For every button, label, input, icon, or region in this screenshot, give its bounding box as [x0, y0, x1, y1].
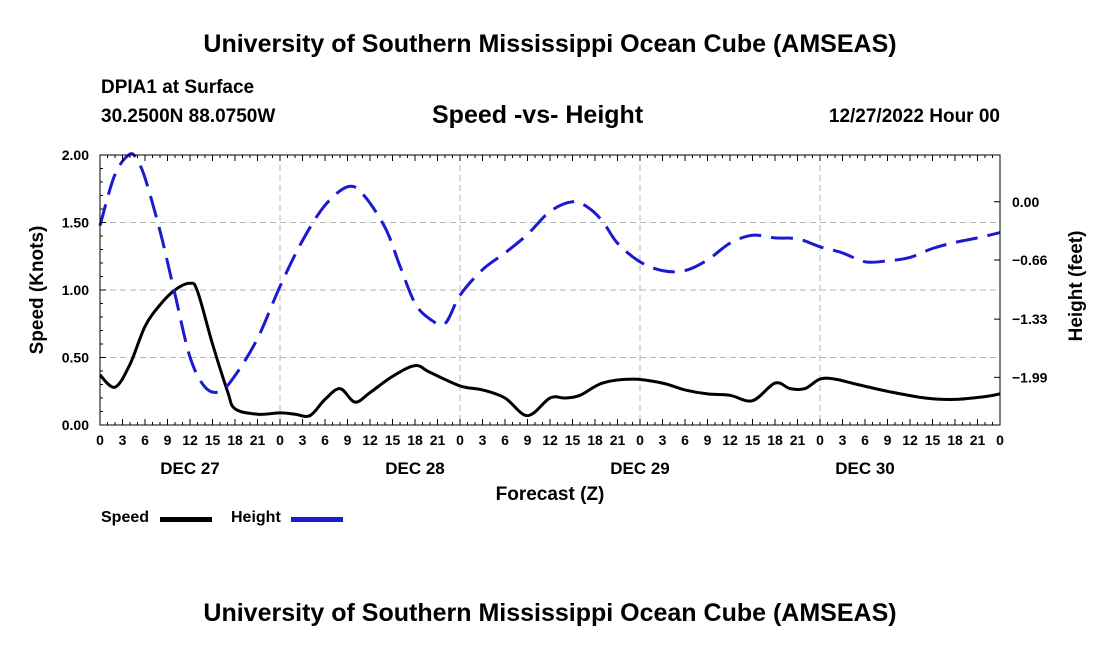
- legend-height-label: Height: [231, 509, 281, 526]
- date-label: DEC 29: [610, 459, 670, 478]
- x-tick-label: 15: [925, 432, 941, 448]
- y2-tick-label: 0.00: [1012, 194, 1039, 210]
- x-tick-label: 0: [456, 432, 464, 448]
- y-tick-label: 0.00: [62, 417, 89, 433]
- x-tick-label: 6: [321, 432, 329, 448]
- chart-main-title: University of Southern Mississippi Ocean…: [203, 30, 897, 58]
- legend-speed-label: Speed: [101, 509, 150, 526]
- x-tick-label: 12: [902, 432, 918, 448]
- x-tick-label: 18: [947, 432, 963, 448]
- x-tick-label: 21: [430, 432, 446, 448]
- run-date-label: 12/27/2022 Hour 00: [828, 106, 1000, 127]
- x-tick-label: 12: [542, 432, 558, 448]
- x-tick-label: 0: [636, 432, 644, 448]
- footer-title: University of Southern Mississippi Ocean…: [203, 599, 897, 627]
- x-tick-label: 9: [704, 432, 712, 448]
- x-tick-label: 15: [205, 432, 221, 448]
- x-tick-label: 3: [479, 432, 487, 448]
- legend-speed-swatch: [160, 517, 212, 522]
- legend-height-swatch: [291, 517, 343, 522]
- x-tick-label: 0: [816, 432, 824, 448]
- y2-axis-label: Height (feet): [1066, 231, 1087, 342]
- series-lines: [98, 152, 1001, 418]
- x-tick-label: 6: [861, 432, 869, 448]
- series-line-speed: [98, 281, 1001, 418]
- y2-tick-label: −0.66: [1012, 252, 1048, 268]
- x-tick-label: 18: [767, 432, 783, 448]
- x-tick-label: 15: [745, 432, 761, 448]
- x-tick-label: 6: [501, 432, 509, 448]
- series-line-height: [98, 152, 1001, 394]
- date-label: DEC 27: [160, 459, 220, 478]
- x-tick-label: 9: [884, 432, 892, 448]
- station-label: DPIA1 at Surface: [101, 77, 255, 98]
- x-tick-label: 9: [344, 432, 352, 448]
- x-tick-label: 21: [250, 432, 266, 448]
- x-tick-label: 0: [96, 432, 104, 448]
- x-tick-label: 15: [565, 432, 581, 448]
- y-tick-label: 1.00: [62, 282, 89, 298]
- x-tick-label: 12: [722, 432, 738, 448]
- x-tick-label: 9: [524, 432, 532, 448]
- x-tick-label: 0: [276, 432, 284, 448]
- x-tick-label: 3: [839, 432, 847, 448]
- x-tick-label: 18: [227, 432, 243, 448]
- x-tick-label: 6: [681, 432, 689, 448]
- axes: 0 3 6 9 12 15 18 21 0 3 6 9 12 15 18 21 0 3 6 9 12 15 18 21 0 3 6 9…: [62, 147, 1048, 478]
- x-tick-label: 21: [970, 432, 986, 448]
- y-tick-label: 0.50: [62, 350, 89, 366]
- date-label: DEC 30: [835, 459, 895, 478]
- x-tick-label: 21: [610, 432, 626, 448]
- y2-tick-label: −1.33: [1012, 311, 1048, 327]
- x-tick-label: 12: [362, 432, 378, 448]
- x-tick-label: 6: [141, 432, 149, 448]
- x-tick-label: 3: [119, 432, 127, 448]
- y-axis-label: Speed (Knots): [27, 226, 48, 355]
- y2-tick-label: −1.99: [1012, 369, 1048, 385]
- x-tick-label: 3: [299, 432, 307, 448]
- x-tick-label: 21: [790, 432, 806, 448]
- y-tick-label: 2.00: [62, 147, 89, 163]
- x-tick-label: 18: [587, 432, 603, 448]
- x-tick-label: 0: [996, 432, 1004, 448]
- date-label: DEC 28: [385, 459, 445, 478]
- x-tick-label: 18: [407, 432, 423, 448]
- chart-subtitle: Speed -vs- Height: [432, 101, 644, 129]
- x-tick-label: 9: [164, 432, 172, 448]
- x-axis-label: Forecast (Z): [496, 484, 605, 505]
- coordinates-label: 30.2500N 88.0750W: [101, 106, 276, 127]
- x-tick-label: 3: [659, 432, 667, 448]
- grid-lines: [100, 155, 1000, 425]
- x-tick-label: 15: [385, 432, 401, 448]
- y-tick-label: 1.50: [62, 215, 89, 231]
- x-tick-label: 12: [182, 432, 198, 448]
